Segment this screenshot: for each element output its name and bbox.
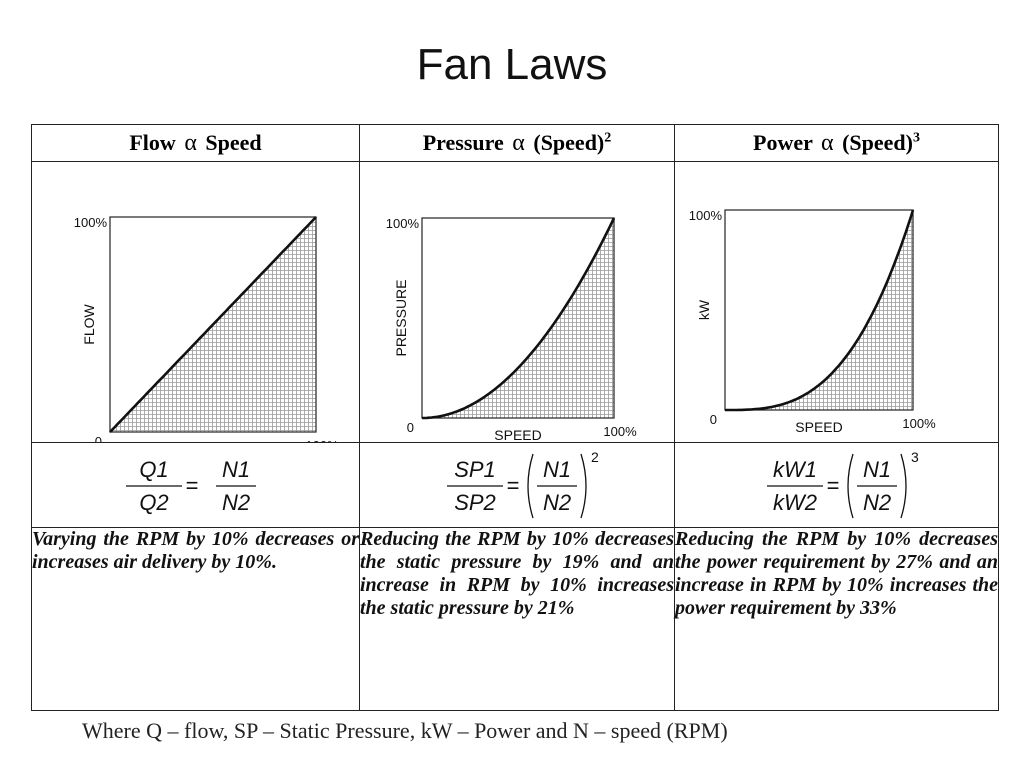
x-max-label: 100% — [603, 424, 637, 439]
x-axis-label: SPEED — [494, 427, 541, 442]
x-max-label: 100% — [902, 416, 936, 431]
flow-equation: Q1 Q2 = N1 N2 — [125, 457, 256, 515]
x-axis-label: SPEED — [189, 441, 236, 442]
numerator-left: kW1 — [773, 457, 817, 482]
power-speed-chart: 100% 0 100% SPEED kW — [689, 208, 936, 435]
y-axis-label: FLOW — [81, 303, 97, 344]
right-parenthesis — [580, 453, 587, 519]
header-term: (Speed) — [842, 129, 913, 155]
y-max-label: 100% — [74, 215, 108, 230]
legend-footer: Where Q – flow, SP – Static Pressure, kW… — [82, 718, 728, 743]
header-word: Flow — [129, 129, 176, 155]
equals-sign: = — [185, 473, 198, 498]
header-power: Power α (Speed)3 — [674, 124, 999, 162]
numerator-right: N1 — [862, 457, 890, 482]
denominator-right: N2 — [862, 490, 890, 515]
denominator-left: kW2 — [773, 490, 817, 515]
equals-sign: = — [826, 473, 839, 498]
header-pressure: Pressure α (Speed)2 — [359, 124, 675, 162]
header-flow: Flow α Speed — [31, 124, 360, 162]
y-max-label: 100% — [689, 208, 723, 223]
denominator-left: SP2 — [454, 490, 496, 515]
x-axis-label: SPEED — [795, 419, 842, 435]
area-fill — [422, 218, 614, 418]
header-term: (Speed) — [533, 129, 605, 155]
denominator-right: N2 — [221, 490, 249, 515]
x-origin-label: 0 — [95, 434, 102, 442]
header-term: Speed — [205, 129, 262, 155]
header-word: Pressure — [422, 129, 504, 155]
y-max-label: 100% — [386, 216, 420, 231]
denominator-left: Q2 — [139, 490, 168, 515]
plot-frame — [724, 209, 914, 411]
description-flow: Varying the RPM by 10% decreases or incr… — [31, 527, 360, 711]
header-exponent: 3 — [912, 130, 920, 146]
description-pressure: Reducing the RPM by 10% decreases the st… — [359, 527, 675, 711]
chart-cell-flow: 100% 0 100% SPEED FLOW — [31, 161, 360, 443]
flow-speed-chart: 100% 0 100% SPEED FLOW — [74, 215, 339, 442]
equation-exponent: 3 — [911, 449, 919, 465]
alpha-symbol: α — [184, 129, 197, 156]
slide-title: Fan Laws — [416, 40, 608, 89]
area-fill — [725, 210, 913, 410]
numerator-left: Q1 — [139, 457, 168, 482]
alpha-symbol: α — [512, 129, 525, 156]
equation-cell-flow: Q1 Q2 = N1 N2 — [31, 442, 360, 528]
x-max-label: 100% — [305, 438, 339, 442]
power-equation: kW1 kW2 = N1 N2 3 — [766, 449, 919, 519]
chart-cell-power: 100% 0 100% SPEED kW — [674, 161, 999, 443]
right-parenthesis — [899, 453, 907, 519]
plot-frame — [421, 217, 615, 419]
y-axis-label: PRESSURE — [393, 279, 409, 356]
left-parenthesis — [846, 453, 854, 519]
header-word: Power — [753, 129, 813, 155]
x-origin-label: 0 — [710, 412, 717, 427]
numerator-right: N1 — [221, 457, 249, 482]
plot-frame — [109, 216, 317, 433]
x-origin-label: 0 — [407, 420, 414, 435]
numerator-left: SP1 — [454, 457, 496, 482]
equation-exponent: 2 — [591, 449, 599, 465]
alpha-symbol: α — [821, 129, 834, 156]
equals-sign: = — [507, 473, 520, 498]
equation-cell-pressure: SP1 SP2 = N1 N2 2 — [359, 442, 675, 528]
pressure-speed-chart: 100% 0 100% SPEED PRESSURE — [386, 216, 637, 442]
chart-cell-pressure: 100% 0 100% SPEED PRESSURE — [359, 161, 675, 443]
denominator-right: N2 — [543, 490, 571, 515]
left-parenthesis — [527, 453, 534, 519]
description-power: Reducing the RPM by 10% decreases the po… — [674, 527, 999, 711]
pressure-equation: SP1 SP2 = N1 N2 2 — [447, 449, 599, 519]
header-exponent: 2 — [604, 130, 612, 146]
fan-laws-table: Flow α Speed Pressure α (Speed)2 Power α… — [31, 124, 999, 711]
equation-cell-power: kW1 kW2 = N1 N2 3 — [674, 442, 999, 528]
numerator-right: N1 — [543, 457, 571, 482]
y-axis-label: kW — [696, 299, 712, 320]
